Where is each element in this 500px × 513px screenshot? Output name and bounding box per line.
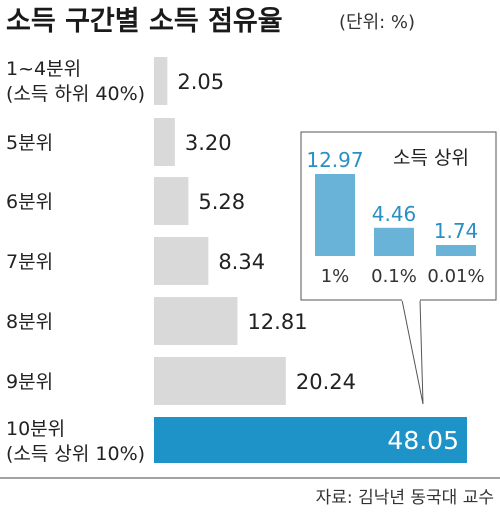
inset-bar-1 <box>315 174 355 256</box>
value-label: 2.05 <box>177 70 224 94</box>
top-income-inset: 소득 상위 12.97 1% 4.46 0.1% 1.74 0.01% <box>300 131 497 405</box>
source-note: 자료: 김낙년 동국대 교수 <box>316 488 494 508</box>
category-label: 5분위 <box>6 132 53 154</box>
inset-pointer <box>401 299 424 405</box>
category-label: 8분위 <box>6 311 53 333</box>
bar-2 <box>154 118 175 166</box>
inset-title: 소득 상위 <box>393 147 469 169</box>
category-label: 6분위 <box>6 191 53 213</box>
value-label: 12.81 <box>247 310 307 334</box>
inset-value-label: 4.46 <box>372 202 417 226</box>
category-label: (소득 하위 40%) <box>6 83 145 105</box>
bar-5 <box>154 297 238 345</box>
value-label: 20.24 <box>296 370 356 394</box>
category-label: (소득 상위 10%) <box>6 443 145 465</box>
inset-bar-series: 12.97 1% 4.46 0.1% 1.74 0.01% <box>306 148 484 287</box>
category-label: 9분위 <box>6 371 53 393</box>
unit-label: (단위: %) <box>339 12 415 33</box>
inset-category-label: 1% <box>321 266 350 287</box>
bar-4 <box>154 237 209 285</box>
bar-1 <box>154 57 168 105</box>
bar-3 <box>154 177 189 225</box>
category-label: 10분위 <box>6 418 65 440</box>
inset-value-label: 12.97 <box>306 148 363 172</box>
main-bar-series: 1~4분위 (소득 하위 40%) 2.05 5분위 3.20 6분위 5.28 7분위 8.3… <box>6 57 467 465</box>
value-label: 8.34 <box>218 250 265 274</box>
inset-bar-3 <box>436 244 476 256</box>
value-label: 48.05 <box>387 426 459 455</box>
value-label: 5.28 <box>198 190 245 214</box>
category-label: 7분위 <box>6 251 53 273</box>
bar-6 <box>154 357 286 405</box>
inset-category-label: 0.01% <box>427 266 484 287</box>
category-label: 1~4분위 <box>6 58 81 80</box>
inset-bar-2 <box>374 227 414 256</box>
chart-title: 소득 구간별 소득 점유율 <box>6 6 283 37</box>
bar-7 <box>154 417 467 463</box>
inset-category-label: 0.1% <box>371 266 417 287</box>
inset-value-label: 1.74 <box>434 219 479 243</box>
value-label: 3.20 <box>185 131 232 155</box>
